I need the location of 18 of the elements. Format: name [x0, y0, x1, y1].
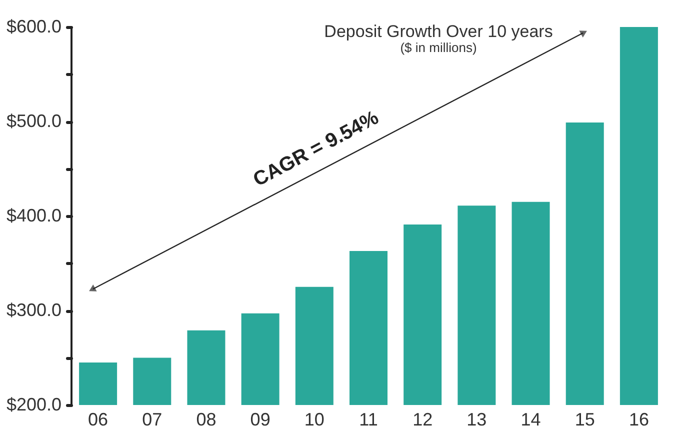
x-tick-label: 07 [142, 410, 162, 430]
y-tick-label: $300.0 [6, 300, 62, 320]
y-tick-label: $400.0 [6, 206, 62, 226]
x-tick-label: 16 [628, 410, 649, 430]
x-tick-label: 10 [304, 410, 324, 430]
x-tick-label: 06 [88, 410, 108, 430]
x-tick-label: 11 [359, 410, 378, 430]
text: ($ in millions) [400, 40, 477, 55]
y-tick-label: $600.0 [6, 16, 62, 36]
x-tick-label: 08 [196, 410, 216, 430]
chart-title: Deposit Growth Over 10 years [324, 22, 553, 41]
y-tick-label: $500.0 [6, 111, 62, 131]
x-tick-label: 15 [574, 410, 595, 430]
y-tick-label: $200.0 [6, 394, 62, 414]
x-tick-label: 09 [250, 410, 270, 430]
x-tick-label: 14 [520, 410, 541, 430]
x-tick-label: 12 [412, 410, 433, 430]
x-tick-label: 13 [466, 410, 487, 430]
